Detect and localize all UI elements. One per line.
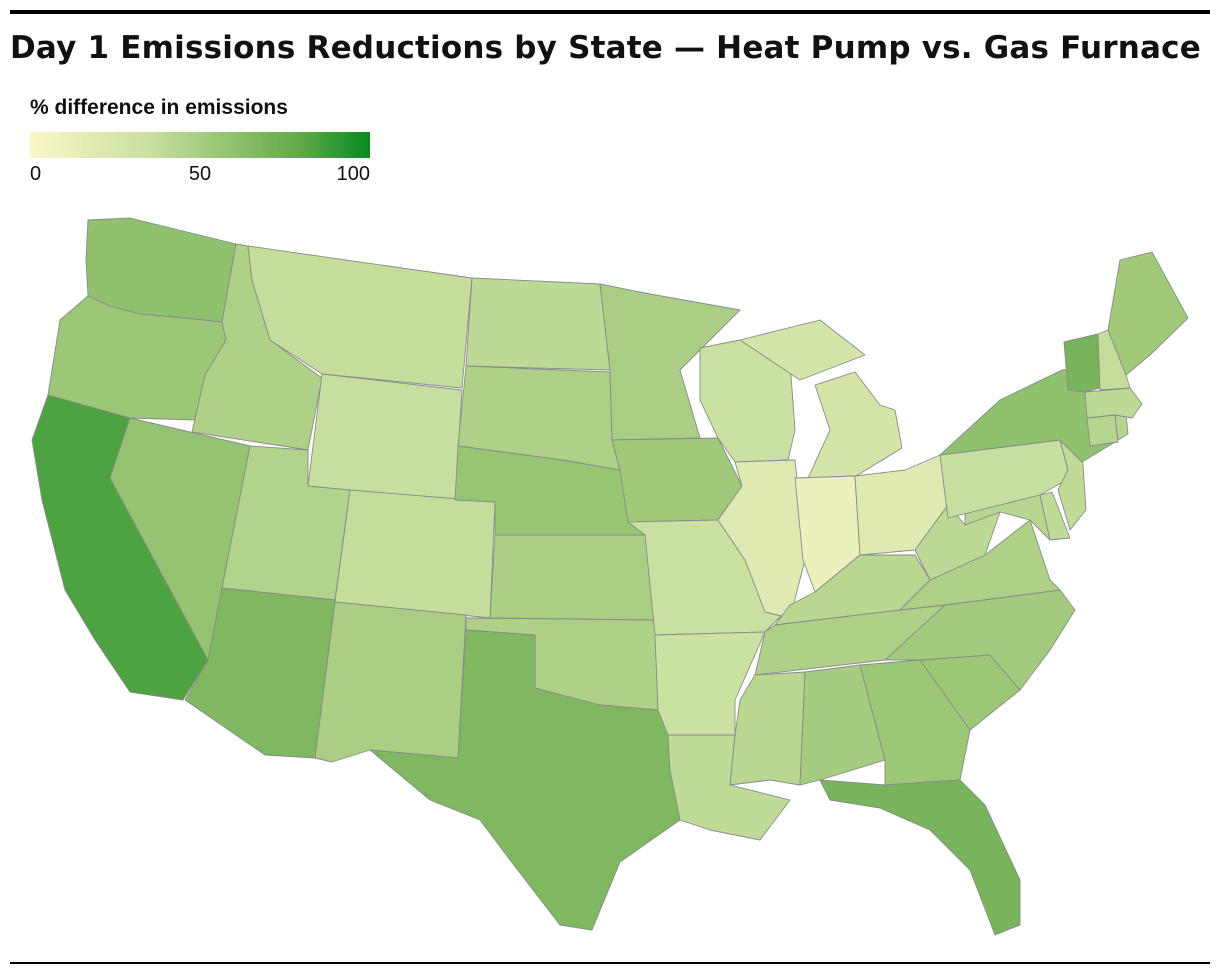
state-WY [307, 373, 463, 503]
state-DE [1039, 491, 1071, 541]
state-MN [599, 283, 741, 441]
state-CT [1086, 414, 1119, 447]
legend-tick-100: 100 [336, 163, 370, 185]
state-FL [819, 779, 1021, 936]
bottom-rule [10, 962, 1210, 964]
legend-tick-50: 50 [188, 163, 212, 185]
state-MS [729, 671, 806, 786]
legend-title: % difference in emissions [30, 96, 288, 119]
state-IA [611, 437, 743, 523]
state-AL [799, 664, 886, 786]
state-CO [334, 489, 496, 619]
legend-ticks: 0 50 100 [30, 163, 370, 187]
map-title: Day 1 Emissions Reductions by State — He… [10, 30, 1201, 66]
top-rule [10, 10, 1210, 14]
state-MI [739, 319, 903, 479]
state-TX [369, 629, 681, 931]
state-NM [314, 601, 467, 763]
state-ME [1107, 251, 1189, 376]
legend: % difference in emissions 0 50 100 [30, 96, 370, 187]
state-KS [489, 534, 656, 621]
state-ND [465, 277, 611, 371]
state-VT [1063, 333, 1101, 393]
legend-color-bar [30, 132, 370, 158]
state-MA [1084, 387, 1143, 419]
state-NH [1097, 329, 1131, 391]
legend-tick-0: 0 [30, 163, 42, 185]
us-state-map [31, 217, 1189, 936]
